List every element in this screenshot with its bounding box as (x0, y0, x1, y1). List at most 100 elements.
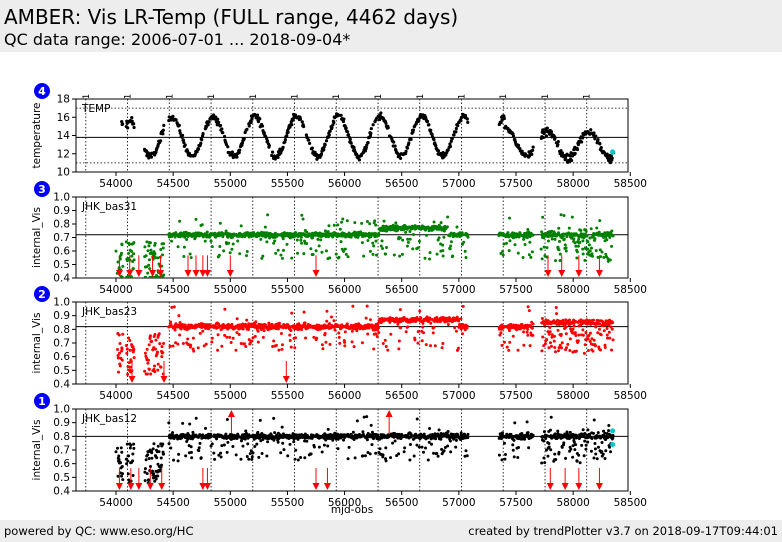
data-point (546, 454, 550, 458)
data-point (573, 151, 577, 156)
data-point (253, 334, 257, 338)
data-point (549, 344, 553, 348)
outlier-arrow-down (282, 376, 290, 383)
data-point (128, 339, 132, 343)
data-point (256, 340, 260, 344)
data-point (119, 446, 123, 450)
data-point (545, 338, 549, 342)
data-point (234, 348, 238, 352)
data-point (603, 431, 607, 435)
data-point (168, 344, 172, 348)
data-point (446, 322, 450, 326)
data-point (388, 320, 392, 324)
data-point (606, 336, 610, 340)
data-point (247, 338, 251, 342)
data-point (550, 229, 554, 233)
data-point (157, 332, 161, 336)
footer-bar: powered by QC: www.eso.org/HC created by… (0, 520, 782, 542)
data-point (525, 420, 529, 424)
data-point (244, 429, 248, 433)
y-tick-label: 0.9 (53, 310, 70, 322)
data-point (218, 244, 222, 248)
data-point (300, 120, 304, 124)
data-point (344, 252, 348, 256)
data-point (413, 338, 417, 342)
data-point (319, 238, 323, 242)
data-point (360, 221, 364, 225)
data-point (572, 237, 576, 241)
data-point (432, 138, 436, 142)
data-point (305, 439, 309, 443)
data-point (582, 351, 586, 355)
data-point (374, 332, 378, 336)
data-point (577, 237, 581, 241)
outlier-arrow-down (312, 270, 320, 277)
data-point (210, 336, 214, 340)
x-tick-label: 57000 (442, 178, 475, 190)
data-point (276, 155, 280, 160)
data-point (320, 250, 324, 254)
data-point (526, 227, 530, 231)
data-point (540, 461, 544, 465)
data-point (402, 450, 406, 454)
data-point (581, 252, 585, 256)
data-point (502, 114, 506, 118)
data-point (245, 249, 249, 253)
data-point (466, 436, 470, 440)
data-point (236, 239, 240, 243)
data-point (558, 239, 562, 243)
data-point (526, 327, 530, 331)
data-point (398, 236, 402, 240)
data-point (607, 429, 611, 433)
data-point (251, 336, 255, 340)
data-point (578, 240, 582, 244)
data-point (464, 256, 468, 260)
data-point (428, 251, 432, 255)
data-point (446, 215, 450, 219)
y-axis-label: internal_Vis (31, 207, 43, 268)
data-point (591, 318, 595, 322)
data-point (440, 346, 444, 350)
panel-badge: 1 (34, 393, 50, 409)
data-point (196, 147, 201, 151)
data-point (366, 332, 370, 336)
data-point (174, 118, 178, 122)
data-point (553, 346, 557, 350)
data-point (556, 143, 560, 147)
data-point (246, 442, 250, 446)
data-point (158, 469, 162, 473)
data-point (210, 442, 214, 446)
data-point (244, 254, 248, 258)
data-point (526, 305, 530, 309)
data-point (207, 120, 211, 124)
data-point (508, 340, 512, 344)
data-point (499, 437, 503, 441)
data-point (393, 439, 397, 443)
data-point (326, 444, 330, 448)
data-point (544, 134, 549, 138)
data-point (381, 247, 385, 251)
data-point (230, 322, 234, 326)
data-point (462, 240, 466, 244)
data-point (144, 254, 148, 258)
data-point (418, 309, 422, 313)
data-point (350, 340, 354, 344)
data-point (209, 239, 213, 243)
x-tick-label: 54500 (156, 390, 189, 402)
data-point (549, 415, 553, 419)
data-point (347, 445, 351, 449)
data-point (289, 345, 293, 349)
data-point (174, 341, 178, 345)
data-point (437, 428, 441, 432)
data-point (587, 333, 591, 337)
data-point (512, 438, 516, 442)
data-point (162, 242, 166, 246)
data-point (160, 345, 164, 349)
data-point (598, 248, 602, 252)
data-point (310, 146, 314, 150)
data-point (442, 449, 446, 453)
data-point (334, 252, 338, 256)
data-point (147, 263, 151, 267)
data-point (145, 472, 149, 476)
